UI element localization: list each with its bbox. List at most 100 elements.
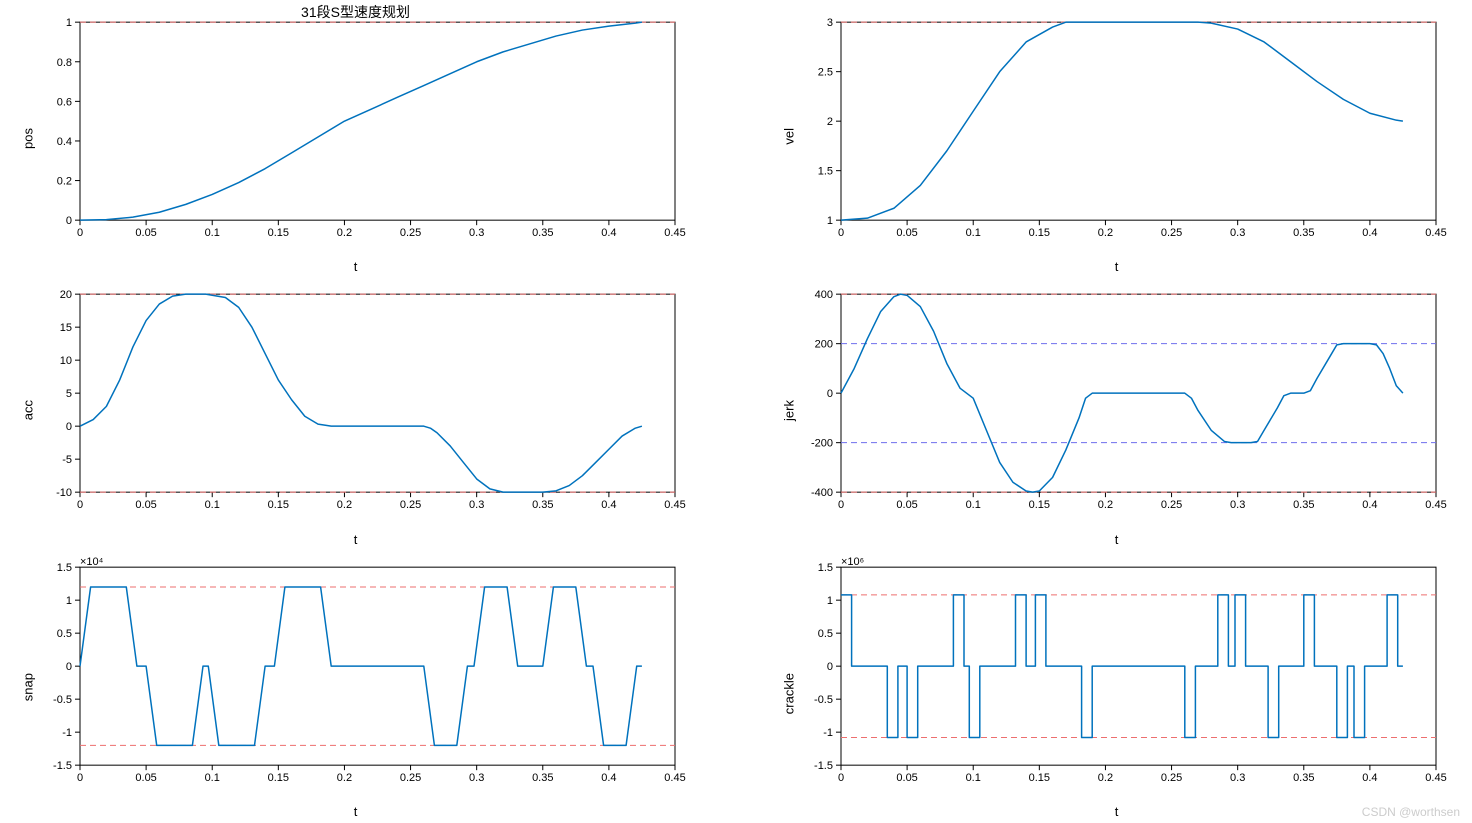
svg-text:0: 0 xyxy=(77,772,83,784)
svg-text:0.05: 0.05 xyxy=(135,499,156,511)
ylabel-snap: snap xyxy=(21,673,36,701)
svg-text:0.1: 0.1 xyxy=(205,499,220,511)
svg-text:0.15: 0.15 xyxy=(268,499,289,511)
svg-text:200: 200 xyxy=(815,339,833,351)
svg-text:0.05: 0.05 xyxy=(896,227,917,239)
svg-text:-200: -200 xyxy=(811,438,833,450)
xlabel-snap: t xyxy=(30,804,681,819)
svg-text:1: 1 xyxy=(827,215,833,227)
svg-text:0.45: 0.45 xyxy=(1425,227,1446,239)
svg-text:0.05: 0.05 xyxy=(135,227,156,239)
svg-text:0.2: 0.2 xyxy=(337,772,352,784)
subplot-jerk: 00.050.10.150.20.250.30.350.40.45-400-20… xyxy=(791,280,1442,520)
ylabel-vel: vel xyxy=(782,128,797,145)
xlabel-jerk: t xyxy=(791,532,1442,547)
svg-text:1: 1 xyxy=(66,595,72,607)
subplot-acc: 00.050.10.150.20.250.30.350.40.45-10-505… xyxy=(30,280,681,520)
svg-text:0: 0 xyxy=(838,499,844,511)
svg-text:0.2: 0.2 xyxy=(337,227,352,239)
svg-text:20: 20 xyxy=(60,289,72,301)
svg-text:-5: -5 xyxy=(62,454,72,466)
svg-text:0.25: 0.25 xyxy=(400,227,421,239)
svg-text:0.1: 0.1 xyxy=(966,227,981,239)
svg-text:0.35: 0.35 xyxy=(1293,227,1314,239)
figure-title: 31段S型速度规划 xyxy=(30,2,681,22)
svg-text:0: 0 xyxy=(827,661,833,673)
svg-text:0.25: 0.25 xyxy=(1161,772,1182,784)
svg-text:15: 15 xyxy=(60,322,72,334)
svg-text:0.3: 0.3 xyxy=(1230,499,1245,511)
ylabel-acc: acc xyxy=(21,400,36,420)
svg-text:3: 3 xyxy=(827,17,833,29)
svg-text:-1: -1 xyxy=(62,727,72,739)
svg-text:0.4: 0.4 xyxy=(57,136,72,148)
svg-text:0.4: 0.4 xyxy=(1362,227,1377,239)
svg-text:0.3: 0.3 xyxy=(469,772,484,784)
svg-text:0.25: 0.25 xyxy=(1161,499,1182,511)
svg-text:0.3: 0.3 xyxy=(1230,772,1245,784)
svg-text:0: 0 xyxy=(66,661,72,673)
svg-text:0.8: 0.8 xyxy=(57,57,72,69)
svg-text:0.15: 0.15 xyxy=(268,227,289,239)
svg-text:0: 0 xyxy=(77,227,83,239)
svg-text:×10⁶: ×10⁶ xyxy=(841,556,864,568)
svg-text:0.45: 0.45 xyxy=(664,227,685,239)
svg-text:0.2: 0.2 xyxy=(1098,227,1113,239)
svg-text:0.45: 0.45 xyxy=(664,772,685,784)
svg-text:0.5: 0.5 xyxy=(818,628,833,640)
svg-text:1.5: 1.5 xyxy=(57,562,72,574)
subplot-grid: 0 0.05 0.1 0.15 0.2 0.25 0.3 0.35 0.4 0.45 0 0.2 0.4… xyxy=(0,0,1472,823)
svg-text:0.05: 0.05 xyxy=(135,772,156,784)
svg-text:0.15: 0.15 xyxy=(1029,499,1050,511)
svg-text:0.45: 0.45 xyxy=(1425,499,1446,511)
xlabel-crackle: t xyxy=(791,804,1442,819)
svg-text:0.4: 0.4 xyxy=(601,499,616,511)
svg-text:0.4: 0.4 xyxy=(601,227,616,239)
svg-text:0.25: 0.25 xyxy=(1161,227,1182,239)
svg-text:0.15: 0.15 xyxy=(1029,227,1050,239)
svg-text:0.05: 0.05 xyxy=(896,772,917,784)
svg-text:0.35: 0.35 xyxy=(1293,499,1314,511)
svg-text:-0.5: -0.5 xyxy=(53,694,72,706)
svg-text:0.2: 0.2 xyxy=(57,176,72,188)
svg-text:0.2: 0.2 xyxy=(1098,772,1113,784)
xlabel-vel: t xyxy=(791,259,1442,274)
svg-text:0.6: 0.6 xyxy=(57,96,72,108)
svg-text:1: 1 xyxy=(827,595,833,607)
subplot-snap: 00.050.10.150.20.250.30.350.40.45-1.5-1-… xyxy=(30,553,681,793)
subplot-pos: 00.050.10.150.20.250.30.350.40.4500.20.4… xyxy=(30,8,681,248)
svg-text:0.2: 0.2 xyxy=(1098,499,1113,511)
svg-text:0: 0 xyxy=(66,215,72,227)
svg-text:0.05: 0.05 xyxy=(896,499,917,511)
svg-text:-400: -400 xyxy=(811,487,833,499)
xlabel-acc: t xyxy=(30,532,681,547)
svg-text:-10: -10 xyxy=(56,487,72,499)
svg-text:0.45: 0.45 xyxy=(664,499,685,511)
svg-text:0.45: 0.45 xyxy=(1425,772,1446,784)
svg-text:0.3: 0.3 xyxy=(1230,227,1245,239)
subplot-crackle: 00.050.10.150.20.250.30.350.40.45-1.5-1-… xyxy=(791,553,1442,793)
svg-text:0.1: 0.1 xyxy=(966,499,981,511)
svg-text:0.35: 0.35 xyxy=(532,772,553,784)
svg-text:0: 0 xyxy=(77,499,83,511)
svg-text:0.35: 0.35 xyxy=(532,499,553,511)
ylabel-pos: pos xyxy=(21,128,36,149)
svg-text:0: 0 xyxy=(66,421,72,433)
svg-text:0.1: 0.1 xyxy=(205,227,220,239)
svg-text:-1.5: -1.5 xyxy=(53,760,72,772)
svg-text:10: 10 xyxy=(60,355,72,367)
subplot-vel: 00.050.10.150.20.250.30.350.40.4511.522.… xyxy=(791,8,1442,248)
svg-text:1.5: 1.5 xyxy=(818,562,833,574)
svg-text:0.4: 0.4 xyxy=(1362,499,1377,511)
svg-text:0.35: 0.35 xyxy=(532,227,553,239)
watermark: CSDN @worthsen xyxy=(1362,805,1460,819)
svg-text:-1: -1 xyxy=(823,727,833,739)
svg-text:0.15: 0.15 xyxy=(1029,772,1050,784)
svg-text:0.15: 0.15 xyxy=(268,772,289,784)
figure: 0 0.05 0.1 0.15 0.2 0.25 0.3 0.35 0.4 0.45 0 0.2 0.4… xyxy=(0,0,1472,823)
svg-text:0.25: 0.25 xyxy=(400,772,421,784)
svg-text:0.1: 0.1 xyxy=(205,772,220,784)
svg-text:1.5: 1.5 xyxy=(818,166,833,178)
svg-text:0.3: 0.3 xyxy=(469,499,484,511)
xlabel-pos: t xyxy=(30,259,681,274)
